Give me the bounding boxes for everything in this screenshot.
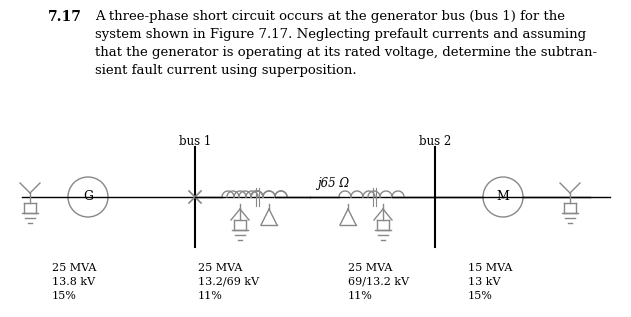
Text: bus 1: bus 1	[179, 135, 211, 148]
Text: bus 2: bus 2	[419, 135, 451, 148]
Text: j65 Ω: j65 Ω	[317, 177, 349, 190]
Text: 7.17: 7.17	[48, 10, 82, 24]
Text: 25 MVA
69/13.2 kV
11%: 25 MVA 69/13.2 kV 11%	[348, 263, 409, 301]
Text: M: M	[497, 191, 509, 204]
Text: 25 MVA
13.8 kV
15%: 25 MVA 13.8 kV 15%	[52, 263, 97, 301]
Text: 15 MVA
13 kV
15%: 15 MVA 13 kV 15%	[468, 263, 512, 301]
Text: 25 MVA
13.2/69 kV
11%: 25 MVA 13.2/69 kV 11%	[198, 263, 259, 301]
Text: A three-phase short circuit occurs at the generator bus (bus 1) for the
system s: A three-phase short circuit occurs at th…	[95, 10, 597, 77]
Text: G: G	[83, 191, 93, 204]
